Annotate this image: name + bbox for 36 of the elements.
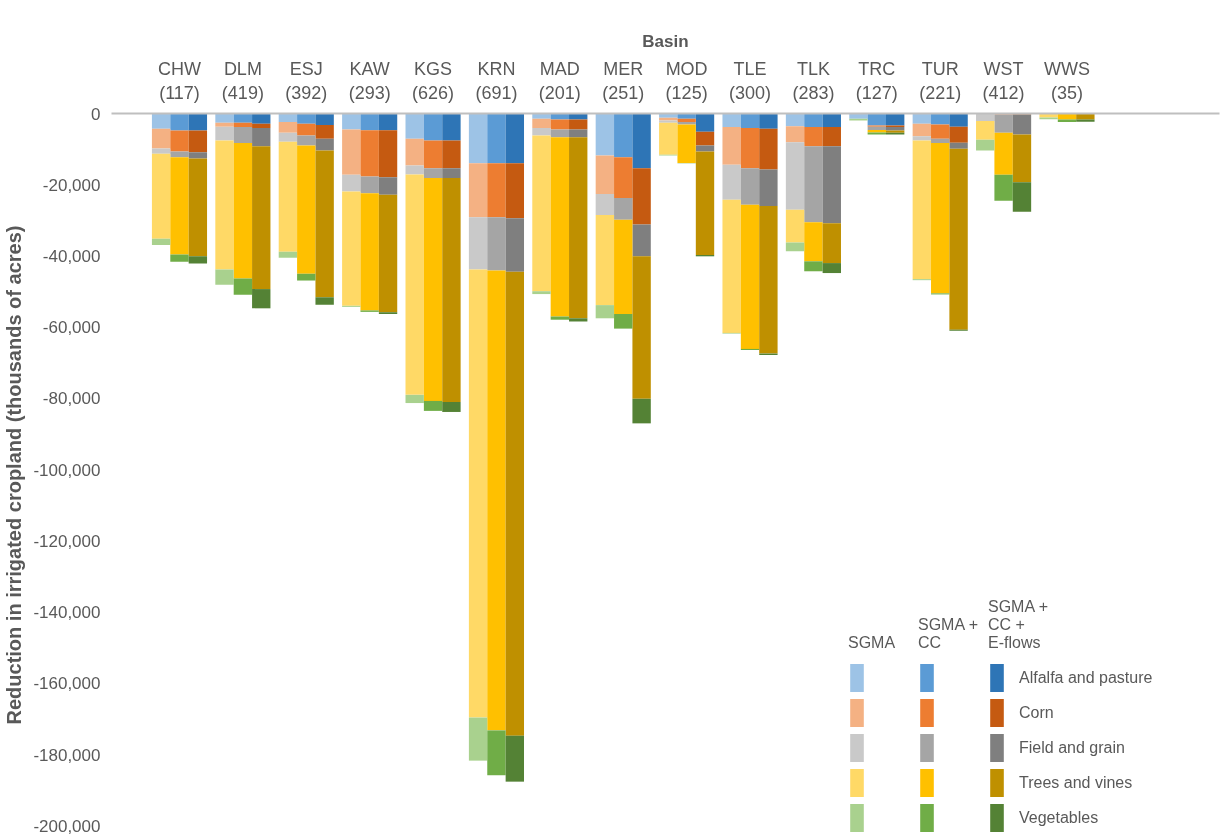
annotation: SGMA + CC — [918, 615, 979, 652]
y-tick-label: -60,000 — [42, 318, 101, 338]
y-tick-label: 0 — [91, 104, 101, 124]
x-tick-label: MER (251) — [602, 58, 645, 103]
x-tick-label: TRC (127) — [855, 58, 898, 103]
y-tick-label: -180,000 — [33, 745, 101, 765]
legend-label: Alfalfa and pasture — [1019, 667, 1153, 688]
x-tick-label: KRN (691) — [475, 58, 518, 103]
y-tick-label: -120,000 — [33, 531, 101, 551]
x-tick-label: TLK (283) — [792, 58, 835, 103]
x-tick-label: TLE (300) — [729, 58, 772, 103]
y-axis-title: Reduction in irrigated cropland (thousands of acres) — [3, 225, 26, 725]
x-tick-label: MOD (125) — [665, 58, 708, 103]
annotation: SGMA — [848, 633, 896, 652]
y-tick-label: -140,000 — [33, 603, 101, 623]
x-tick-label: DLM (419) — [221, 58, 264, 103]
y-tick-label: -20,000 — [42, 175, 101, 195]
annotation: SGMA + CC + E-flows — [988, 598, 1050, 652]
legend-label: Corn — [1019, 702, 1054, 723]
y-tick-label: -200,000 — [33, 816, 101, 836]
x-tick-label: KGS (626) — [412, 58, 455, 103]
x-axis-title: Basin — [642, 31, 689, 51]
x-tick-label: ESJ (392) — [285, 58, 328, 103]
y-tick-label: -40,000 — [42, 246, 101, 266]
legend-label: Vegetables — [1019, 807, 1099, 828]
x-tick-label: WST (412) — [982, 58, 1025, 103]
y-tick-label: -160,000 — [33, 674, 101, 694]
x-tick-label: WWS (35) — [1044, 58, 1090, 103]
x-tick-label: CHW (117) — [157, 58, 201, 103]
x-tick-label: MAD (201) — [538, 58, 581, 103]
legend-label: Field and grain — [1019, 737, 1125, 758]
x-tick-label: TUR (221) — [919, 58, 962, 103]
x-tick-label: KAW (293) — [348, 58, 391, 103]
legend-label: Trees and vines — [1019, 772, 1133, 793]
y-tick-label: -80,000 — [42, 389, 101, 409]
y-tick-label: -100,000 — [33, 460, 101, 480]
